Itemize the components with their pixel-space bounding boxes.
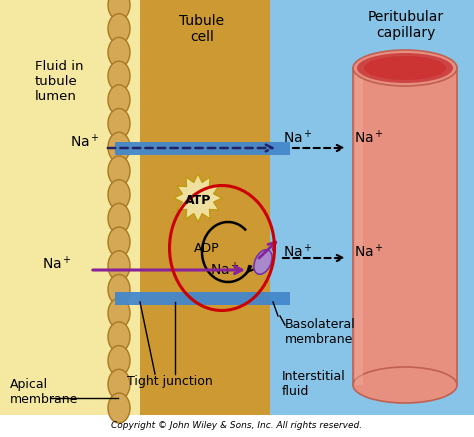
Bar	[270, 0, 474, 415]
Text: Tight junction: Tight junction	[127, 375, 213, 388]
Text: Tubule
cell: Tubule cell	[180, 14, 225, 44]
Ellipse shape	[108, 346, 130, 375]
Text: Fluid in
tubule
lumen: Fluid in tubule lumen	[35, 60, 83, 103]
Ellipse shape	[108, 251, 130, 281]
Text: Peritubular
capillary: Peritubular capillary	[368, 10, 444, 40]
Ellipse shape	[108, 61, 130, 91]
Ellipse shape	[108, 203, 130, 233]
Ellipse shape	[108, 274, 130, 305]
Text: ATP: ATP	[185, 194, 211, 207]
Text: Na$^+$: Na$^+$	[283, 129, 313, 147]
Text: Na$^+$: Na$^+$	[283, 243, 313, 260]
Ellipse shape	[353, 50, 457, 86]
Bar	[140, 0, 270, 415]
Text: Interstitial
fluid: Interstitial fluid	[282, 370, 346, 398]
Ellipse shape	[108, 322, 130, 352]
FancyBboxPatch shape	[353, 68, 457, 385]
Polygon shape	[174, 174, 222, 222]
Ellipse shape	[108, 38, 130, 67]
Bar	[115, 292, 290, 305]
Ellipse shape	[108, 180, 130, 210]
Text: Na$^+$: Na$^+$	[354, 243, 384, 260]
Text: ADP: ADP	[194, 242, 219, 254]
Bar	[0, 0, 140, 415]
Ellipse shape	[108, 156, 130, 186]
Ellipse shape	[353, 367, 457, 403]
FancyBboxPatch shape	[355, 68, 363, 385]
Text: Basolateral
membrane: Basolateral membrane	[285, 318, 356, 346]
Text: Apical
membrane: Apical membrane	[10, 378, 78, 406]
Bar	[0, 415, 474, 437]
Ellipse shape	[108, 369, 130, 399]
Bar	[115, 142, 290, 155]
Ellipse shape	[108, 85, 130, 115]
Ellipse shape	[108, 393, 130, 423]
Text: Na$^+$: Na$^+$	[70, 133, 100, 151]
Ellipse shape	[364, 56, 446, 80]
Ellipse shape	[108, 132, 130, 162]
Ellipse shape	[254, 250, 272, 274]
Ellipse shape	[108, 0, 130, 20]
Ellipse shape	[108, 14, 130, 44]
Ellipse shape	[108, 227, 130, 257]
Ellipse shape	[108, 298, 130, 328]
Text: Na$^+$: Na$^+$	[42, 255, 72, 273]
Text: Na$^+$: Na$^+$	[354, 129, 384, 147]
Ellipse shape	[357, 53, 453, 83]
Ellipse shape	[108, 108, 130, 139]
Text: Na$^+$: Na$^+$	[210, 261, 240, 279]
Text: Copyright © John Wiley & Sons, Inc. All rights reserved.: Copyright © John Wiley & Sons, Inc. All …	[111, 420, 363, 430]
